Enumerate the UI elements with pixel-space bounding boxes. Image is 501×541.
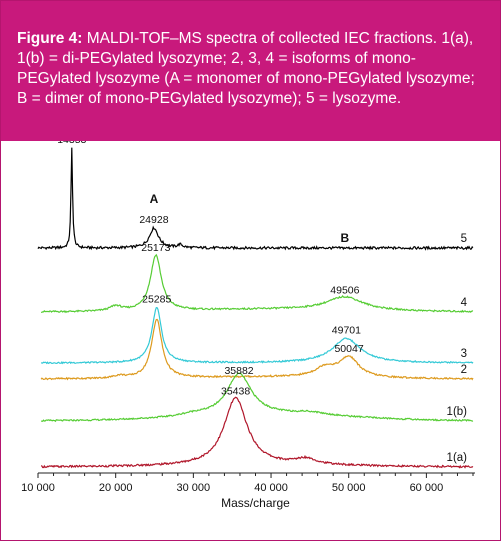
peak-label-49506: 49506 [330, 284, 359, 296]
x-tick-label: 60 000 [410, 482, 444, 494]
peak-label-35438: 35438 [221, 385, 250, 397]
marker-A: A [150, 192, 159, 206]
trace-label-2: 2 [461, 364, 467, 376]
spectrum-trace-1a [40, 396, 474, 469]
peak-label-49701: 49701 [332, 325, 361, 337]
marker-B: B [341, 231, 350, 245]
peak-label-25173: 25173 [141, 242, 170, 254]
x-tick-label: 50 000 [332, 482, 366, 494]
peak-label-24928: 24928 [139, 214, 168, 226]
caption-text: Figure 4: MALDI-TOF–MS spectra of collec… [17, 29, 487, 109]
peak-markers: AB [150, 192, 350, 245]
trace-label-4: 4 [461, 297, 468, 309]
spectrum-trace-4 [41, 253, 474, 314]
trace-label-5: 5 [461, 233, 467, 245]
spectrum-trace-5 [37, 147, 474, 251]
figure-label: Figure 4: [17, 30, 83, 47]
x-tick-label: 20 000 [99, 482, 133, 494]
trace-label-3: 3 [461, 348, 467, 360]
x-tick-label: 10 000 [21, 482, 55, 494]
peak-label-35882: 35882 [224, 365, 253, 377]
figure-caption: Figure 4: MALDI-TOF–MS spectra of collec… [1, 1, 500, 141]
peak-label-14353: 14353 [57, 141, 86, 146]
peak-label-25285: 25285 [142, 294, 171, 306]
x-axis-title: Mass/charge [221, 496, 290, 510]
trace-label-1b: 1(b) [447, 406, 468, 418]
trace-label-1a: 1(a) [447, 452, 468, 464]
peak-label-50047: 50047 [334, 343, 363, 355]
caption-body: MALDI-TOF–MS spectra of collected IEC fr… [17, 30, 475, 107]
spectra-chart: 14353 24928 25173 49506 25285 49701 50047 35882… [21, 141, 475, 510]
x-tick-label: 40 000 [254, 482, 288, 494]
x-tick-label: 30 000 [177, 482, 211, 494]
trace-labels: 5 4 3 2 1(b) 1(a) [447, 233, 468, 464]
spectrum-trace-1b [40, 372, 474, 423]
spectrum-trace-3 [40, 306, 474, 365]
spectrum-trace-2 [40, 318, 474, 381]
peak-labels: 14353 24928 25173 49506 25285 49701 50047 35882… [57, 141, 364, 397]
spectra-traces [37, 147, 474, 469]
x-axis: 10 000 20 000 30 000 40 000 50 000 60 000 [21, 472, 475, 494]
